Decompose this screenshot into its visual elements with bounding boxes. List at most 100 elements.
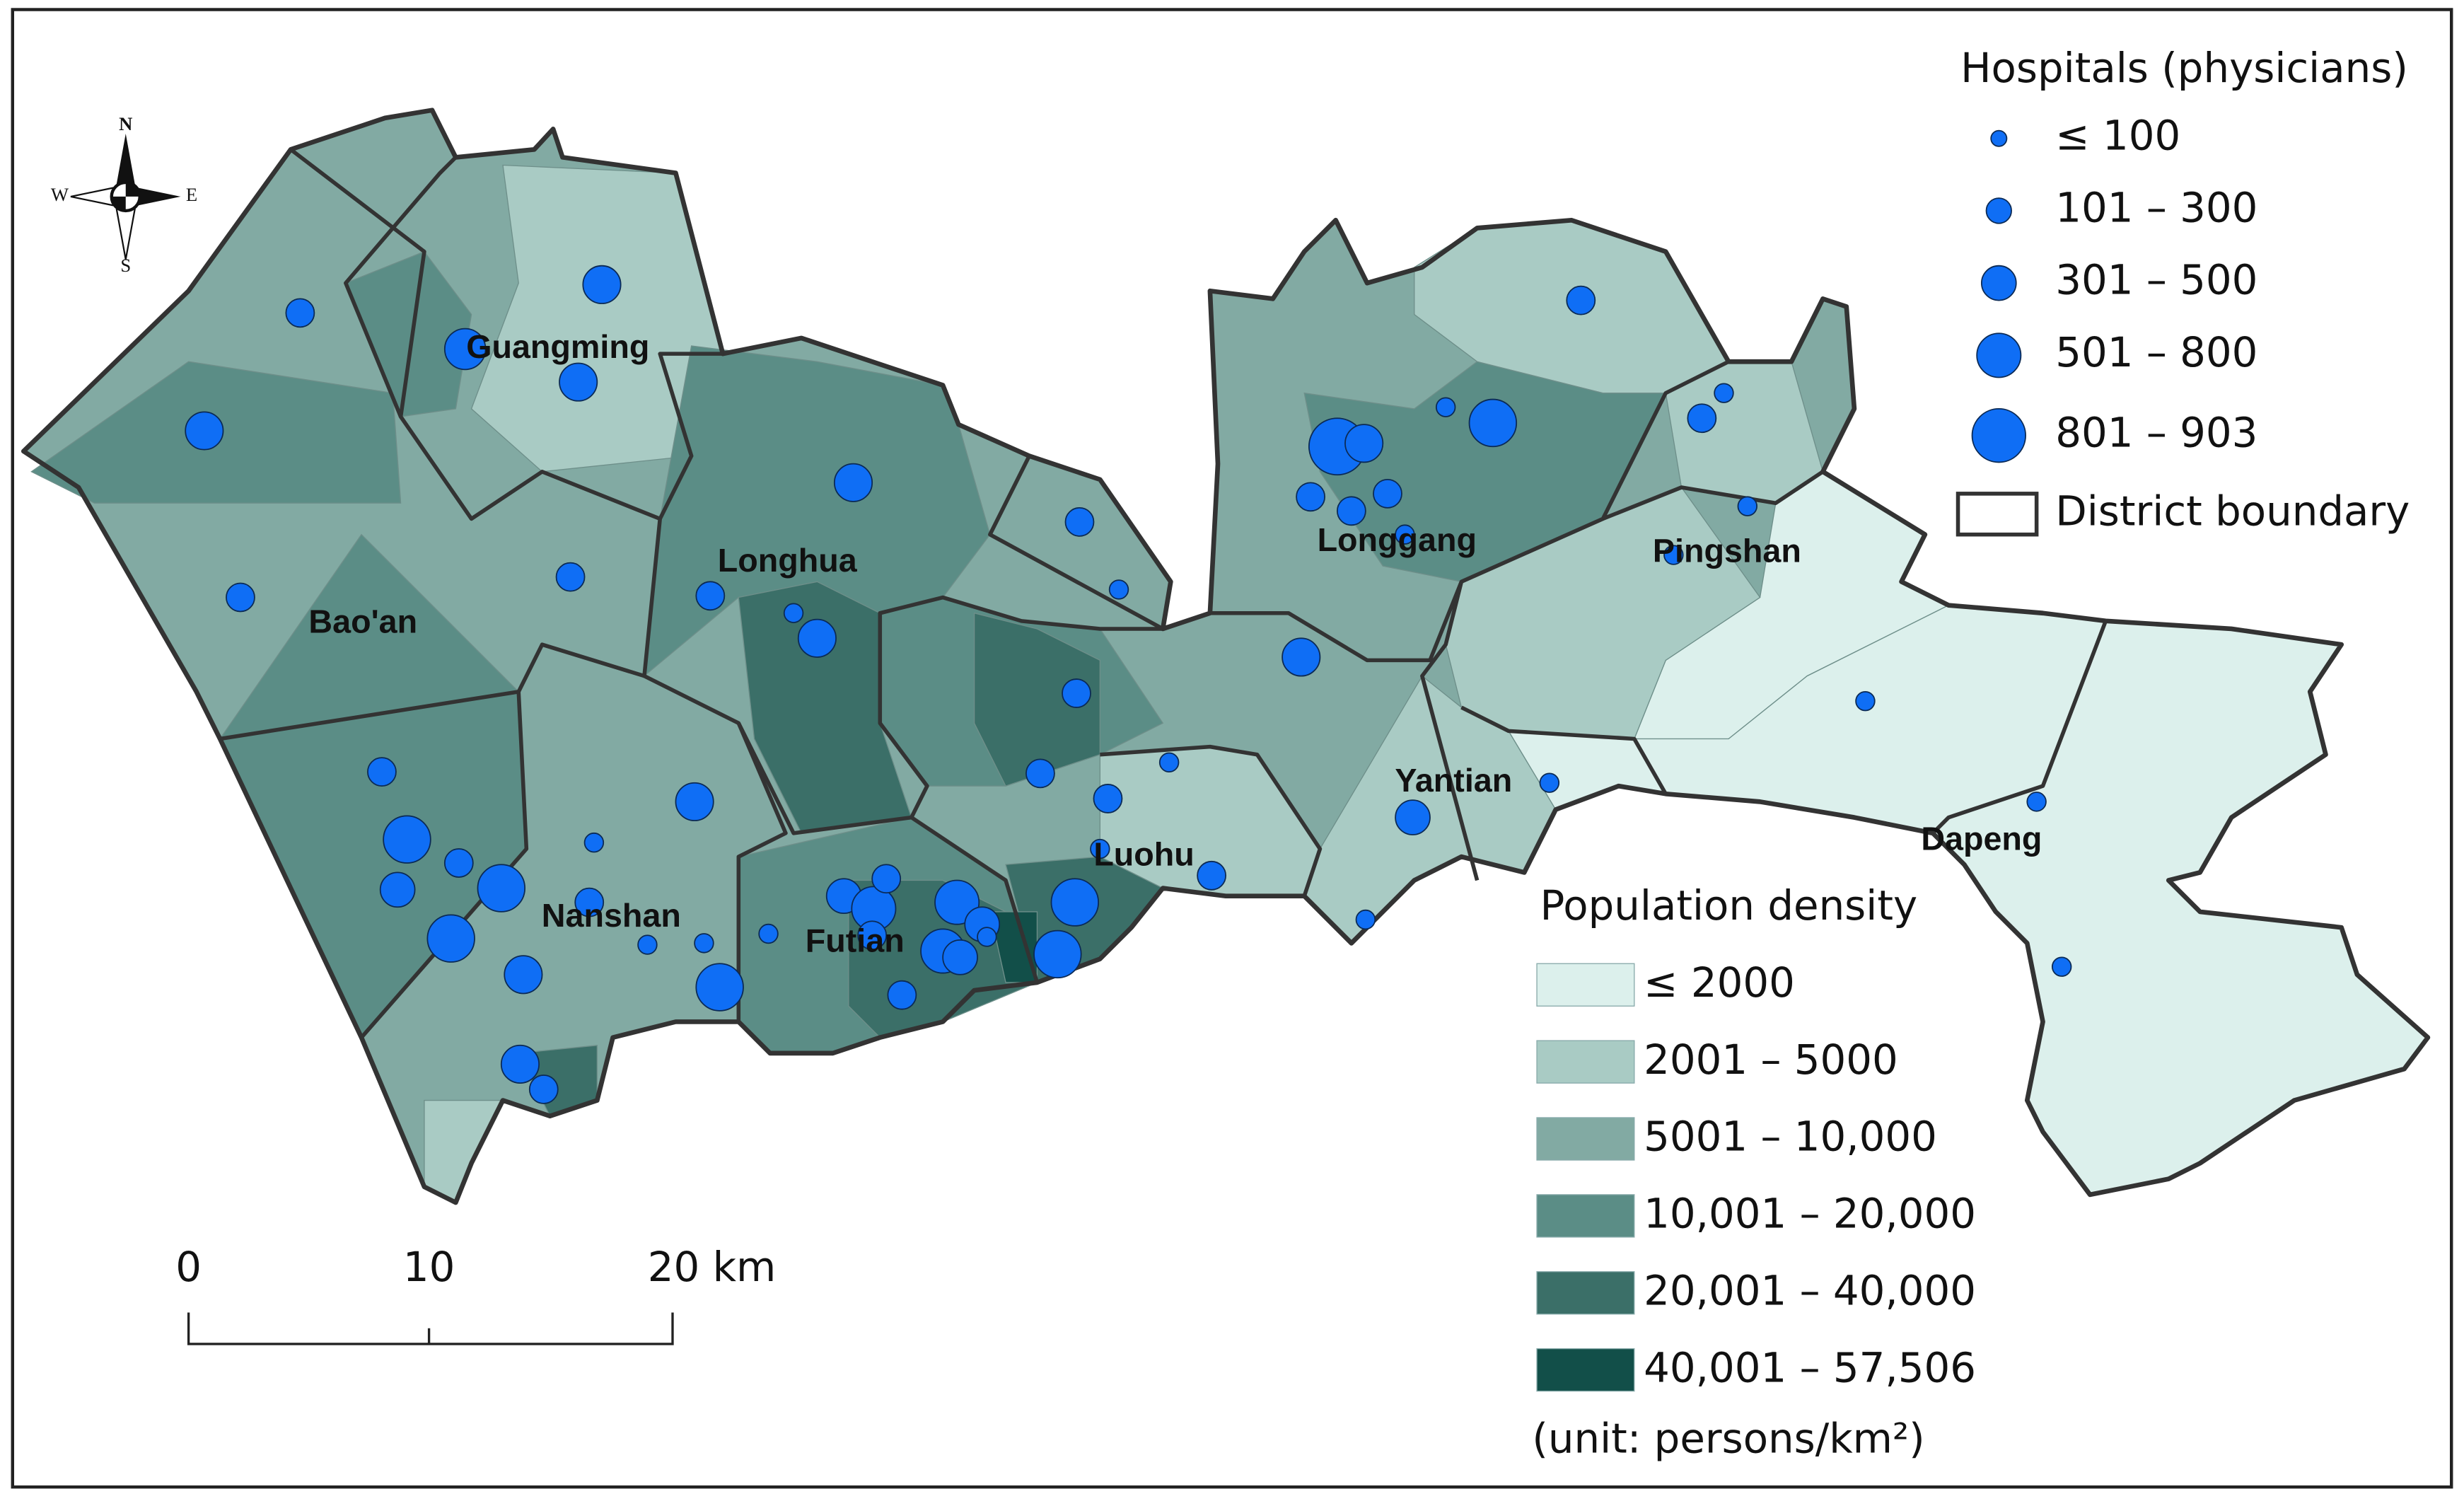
hospital xyxy=(555,562,586,592)
legend-symbol xyxy=(1976,332,2022,378)
hospital xyxy=(500,1044,540,1084)
legend-note: (unit: persons/km²) xyxy=(1532,1414,1924,1462)
hospital xyxy=(1033,929,1082,979)
scale-label: 20 km xyxy=(648,1243,777,1291)
hospital xyxy=(1344,424,1384,463)
hospital xyxy=(477,864,526,913)
hospital xyxy=(574,887,605,917)
hospital xyxy=(1539,772,1560,793)
legend-symbol xyxy=(1971,408,2026,463)
hospital xyxy=(1395,799,1431,835)
hospital xyxy=(675,782,714,821)
hospital xyxy=(1062,678,1091,708)
legend-symbol xyxy=(1990,129,2008,147)
hospital xyxy=(942,939,978,975)
hospital xyxy=(582,265,622,304)
hospital xyxy=(559,362,598,402)
hospital xyxy=(1714,383,1734,403)
hospital xyxy=(1435,397,1456,417)
hospital xyxy=(1566,285,1596,315)
hospital xyxy=(1336,496,1366,526)
hospital xyxy=(2051,956,2072,977)
compass-s: S xyxy=(120,255,131,276)
legend-swatch xyxy=(1536,1271,1635,1315)
hospital xyxy=(443,328,487,371)
legend-label: District boundary xyxy=(2055,487,2410,535)
hospital xyxy=(1296,482,1325,512)
hospital xyxy=(1090,838,1110,859)
district-label: Yantian xyxy=(1395,762,1512,799)
legend-symbol xyxy=(1980,265,2017,301)
legend-label: 801 – 903 xyxy=(2055,408,2257,456)
hospital xyxy=(2026,792,2047,812)
hospital xyxy=(1093,784,1123,813)
hospital xyxy=(887,980,917,1010)
hospital xyxy=(443,848,474,878)
compass-w: W xyxy=(51,184,69,205)
legend-label: 301 – 500 xyxy=(2055,256,2257,304)
compass: N S W E xyxy=(51,113,197,276)
compass-e: E xyxy=(186,184,197,205)
hospital xyxy=(1395,524,1415,545)
hospital xyxy=(695,581,726,611)
legend-title: Hospitals (physicians) xyxy=(1960,44,2408,92)
legend-label: 101 – 300 xyxy=(2055,184,2257,232)
legend-label: 10,001 – 20,000 xyxy=(1644,1190,1976,1238)
hospital xyxy=(1197,860,1227,891)
hospital xyxy=(528,1075,559,1104)
hospital xyxy=(583,832,605,853)
hospital xyxy=(1064,506,1095,537)
district-label: Bao'an xyxy=(308,603,417,640)
hospital xyxy=(797,618,837,658)
hospital xyxy=(977,927,997,947)
hospital xyxy=(695,963,744,1012)
legend-swatch xyxy=(1536,1040,1635,1084)
hospital xyxy=(637,934,658,955)
hospital xyxy=(1282,637,1321,677)
legend-label: 2001 – 5000 xyxy=(1644,1036,1898,1084)
compass-n: N xyxy=(119,113,132,134)
region-outline xyxy=(21,108,2431,1205)
district-label: Dapeng xyxy=(1921,820,2042,857)
hospital xyxy=(1468,398,1518,448)
hospital xyxy=(379,871,416,908)
hospital xyxy=(1855,690,1876,712)
legend-title: Population density xyxy=(1540,881,1917,929)
hospital xyxy=(857,920,888,951)
legend-label: 5001 – 10,000 xyxy=(1644,1113,1937,1161)
hospital xyxy=(694,933,714,954)
hospital xyxy=(833,463,873,502)
hospital xyxy=(367,757,397,787)
district-label: Luohu xyxy=(1093,835,1195,872)
legend-label: ≤ 2000 xyxy=(1644,958,1795,1007)
legend-swatch xyxy=(1536,1348,1635,1392)
hospital xyxy=(426,914,475,963)
legend-label: ≤ 100 xyxy=(2055,111,2180,159)
district-boundaries xyxy=(219,148,2108,1039)
legend-label: 40,001 – 57,506 xyxy=(1644,1343,1976,1391)
legend-swatch xyxy=(1536,1117,1635,1161)
hospital xyxy=(1663,545,1684,565)
district-label: Longhua xyxy=(718,542,858,579)
hospital xyxy=(1108,579,1129,600)
hospital xyxy=(226,582,255,613)
district-label: Futian xyxy=(806,922,905,959)
hospital xyxy=(1355,909,1376,930)
legend-swatch xyxy=(1536,1194,1635,1238)
hospital xyxy=(871,864,902,894)
hospital xyxy=(1373,478,1402,509)
hospital xyxy=(285,298,315,328)
legend-label: 20,001 – 40,000 xyxy=(1644,1266,1976,1314)
hospital xyxy=(783,603,804,623)
scale-label: 0 xyxy=(175,1243,202,1291)
hospital xyxy=(185,411,224,451)
scale-label: 10 xyxy=(403,1243,455,1291)
legend-swatch xyxy=(1536,963,1635,1007)
legend-symbol xyxy=(1985,197,2012,224)
region xyxy=(738,581,912,834)
legend-symbol xyxy=(1955,492,2039,537)
hospital xyxy=(934,879,980,925)
scale-bar: 0 10 20 km xyxy=(175,1243,777,1345)
hospital xyxy=(1050,878,1100,927)
hospital xyxy=(1737,496,1758,516)
